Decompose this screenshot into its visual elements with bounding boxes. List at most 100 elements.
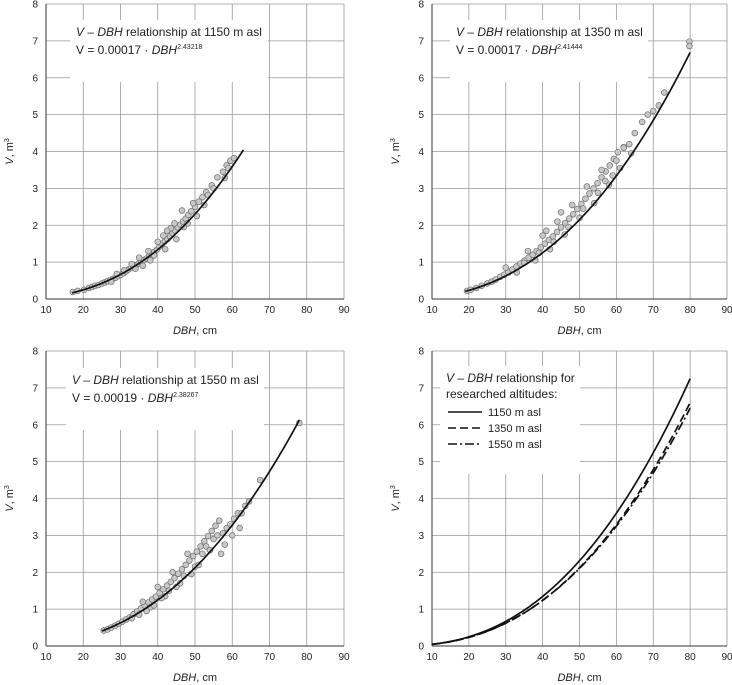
data-point xyxy=(163,227,171,235)
legend-label: 1150 m asl xyxy=(488,407,541,419)
data-point xyxy=(554,218,561,225)
x-tick-label: 70 xyxy=(648,305,660,316)
data-point xyxy=(189,199,197,207)
series-line-solid xyxy=(431,378,691,646)
equation-box xyxy=(450,20,648,82)
data-point xyxy=(565,215,573,222)
x-tick-label: 60 xyxy=(611,305,623,316)
data-point xyxy=(221,541,229,548)
data-point xyxy=(154,583,162,591)
data-point xyxy=(590,185,597,192)
x-tick-label: 80 xyxy=(301,652,313,663)
data-point xyxy=(579,205,587,212)
data-point xyxy=(529,251,536,259)
data-point xyxy=(199,550,206,558)
chart-panel-3: 10 20 30 40 50 60 70 80 90 0 1 2 3 4 5 6 7 8 DBH, cm V, m3 V… xyxy=(4,347,350,685)
data-point xyxy=(649,107,657,115)
data-point xyxy=(197,543,204,550)
data-point xyxy=(178,207,186,214)
data-point xyxy=(614,148,622,156)
data-point xyxy=(661,89,668,96)
data-point xyxy=(214,532,221,539)
x-tick-label: 30 xyxy=(115,305,127,316)
y-tick-label: 5 xyxy=(418,457,424,468)
data-point xyxy=(609,172,616,179)
data-point xyxy=(613,157,620,164)
x-axis-label: DBH, cm xyxy=(557,672,601,684)
y-tick-label: 3 xyxy=(32,531,38,542)
chart-panel-1: 10 20 30 40 50 60 70 80 90 0 1 2 3 4 5 6 7 8 DBH, cm V, m3 V… xyxy=(4,0,350,337)
data-point xyxy=(186,557,193,564)
y-tick-label: 3 xyxy=(418,531,424,542)
data-point xyxy=(171,574,178,582)
y-tick-label: 5 xyxy=(32,110,38,121)
x-tick-label: 30 xyxy=(500,305,512,316)
x-tick-label: 10 xyxy=(40,305,52,316)
x-tick-label: 40 xyxy=(152,305,164,316)
data-point xyxy=(568,201,576,209)
y-axis-label: V, m3 xyxy=(390,138,402,165)
x-tick-label: 20 xyxy=(78,305,90,316)
data-point xyxy=(586,190,593,197)
x-tick-label: 70 xyxy=(264,652,276,663)
data-point xyxy=(557,209,565,216)
data-point xyxy=(620,144,627,152)
data-point xyxy=(219,168,227,176)
chart-panel-4: 10 20 30 40 50 60 70 80 90 0 1 2 3 4 5 6 7 8 DBH, cm V, m3 V… xyxy=(390,347,732,685)
y-tick-label: 2 xyxy=(418,221,424,232)
data-point xyxy=(212,522,219,530)
data-point xyxy=(215,517,223,524)
data-point xyxy=(147,257,154,264)
chart-title-line-2: researched altitudes: xyxy=(446,387,557,401)
fitted-curve xyxy=(71,149,245,294)
y-tick-label: 1 xyxy=(32,605,38,616)
data-point xyxy=(188,207,195,215)
x-tick-label: 90 xyxy=(338,305,350,316)
data-point xyxy=(154,238,162,246)
data-point xyxy=(139,598,147,605)
y-tick-label: 0 xyxy=(418,642,424,653)
data-point xyxy=(582,195,589,202)
y-tick-label: 6 xyxy=(32,420,38,431)
y-tick-label: 7 xyxy=(32,383,38,394)
y-tick-label: 6 xyxy=(32,73,38,84)
chart-panel-2: 10 20 30 40 50 60 70 80 90 0 1 2 3 4 5 6 7 8 DBH, cm V, m3 V… xyxy=(390,0,732,337)
data-point xyxy=(145,247,152,255)
x-axis-label: DBH, cm xyxy=(557,325,601,337)
x-tick-label: 40 xyxy=(152,652,164,663)
data-point xyxy=(631,129,639,137)
data-point xyxy=(173,236,180,243)
data-point xyxy=(171,220,178,227)
data-point xyxy=(139,262,147,270)
y-tick-label: 1 xyxy=(32,258,38,269)
x-tick-label: 10 xyxy=(426,305,438,316)
y-tick-label: 1 xyxy=(418,258,424,269)
fitted-curve xyxy=(464,51,691,293)
x-tick-label: 90 xyxy=(721,652,732,663)
regression-equation: V = 0.00019 · DBH2.38267 xyxy=(72,391,198,405)
x-tick-label: 50 xyxy=(574,652,586,663)
data-point xyxy=(169,568,176,576)
equation-box xyxy=(440,366,580,474)
y-tick-label: 4 xyxy=(418,147,424,158)
x-tick-label: 60 xyxy=(227,305,239,316)
data-point xyxy=(161,245,169,253)
y-tick-label: 1 xyxy=(418,605,424,616)
data-point xyxy=(541,240,549,247)
data-point xyxy=(214,174,221,181)
fitted-curve xyxy=(101,419,301,632)
data-point xyxy=(193,548,201,555)
x-tick-label: 30 xyxy=(115,652,127,663)
x-tick-label: 90 xyxy=(721,305,732,316)
x-tick-label: 40 xyxy=(537,305,549,316)
data-point xyxy=(638,118,646,126)
y-tick-label: 6 xyxy=(418,73,424,84)
data-point xyxy=(574,205,581,213)
y-tick-label: 4 xyxy=(32,147,38,158)
chart-title: V – DBH relationship for xyxy=(446,371,575,385)
x-tick-label: 70 xyxy=(264,305,276,316)
x-tick-label: 40 xyxy=(537,652,549,663)
chart-title: V – DBH relationship at 1350 m asl xyxy=(456,25,643,39)
regression-equation: V = 0.00017 · DBH2.41444 xyxy=(456,43,582,57)
data-point xyxy=(539,232,546,239)
